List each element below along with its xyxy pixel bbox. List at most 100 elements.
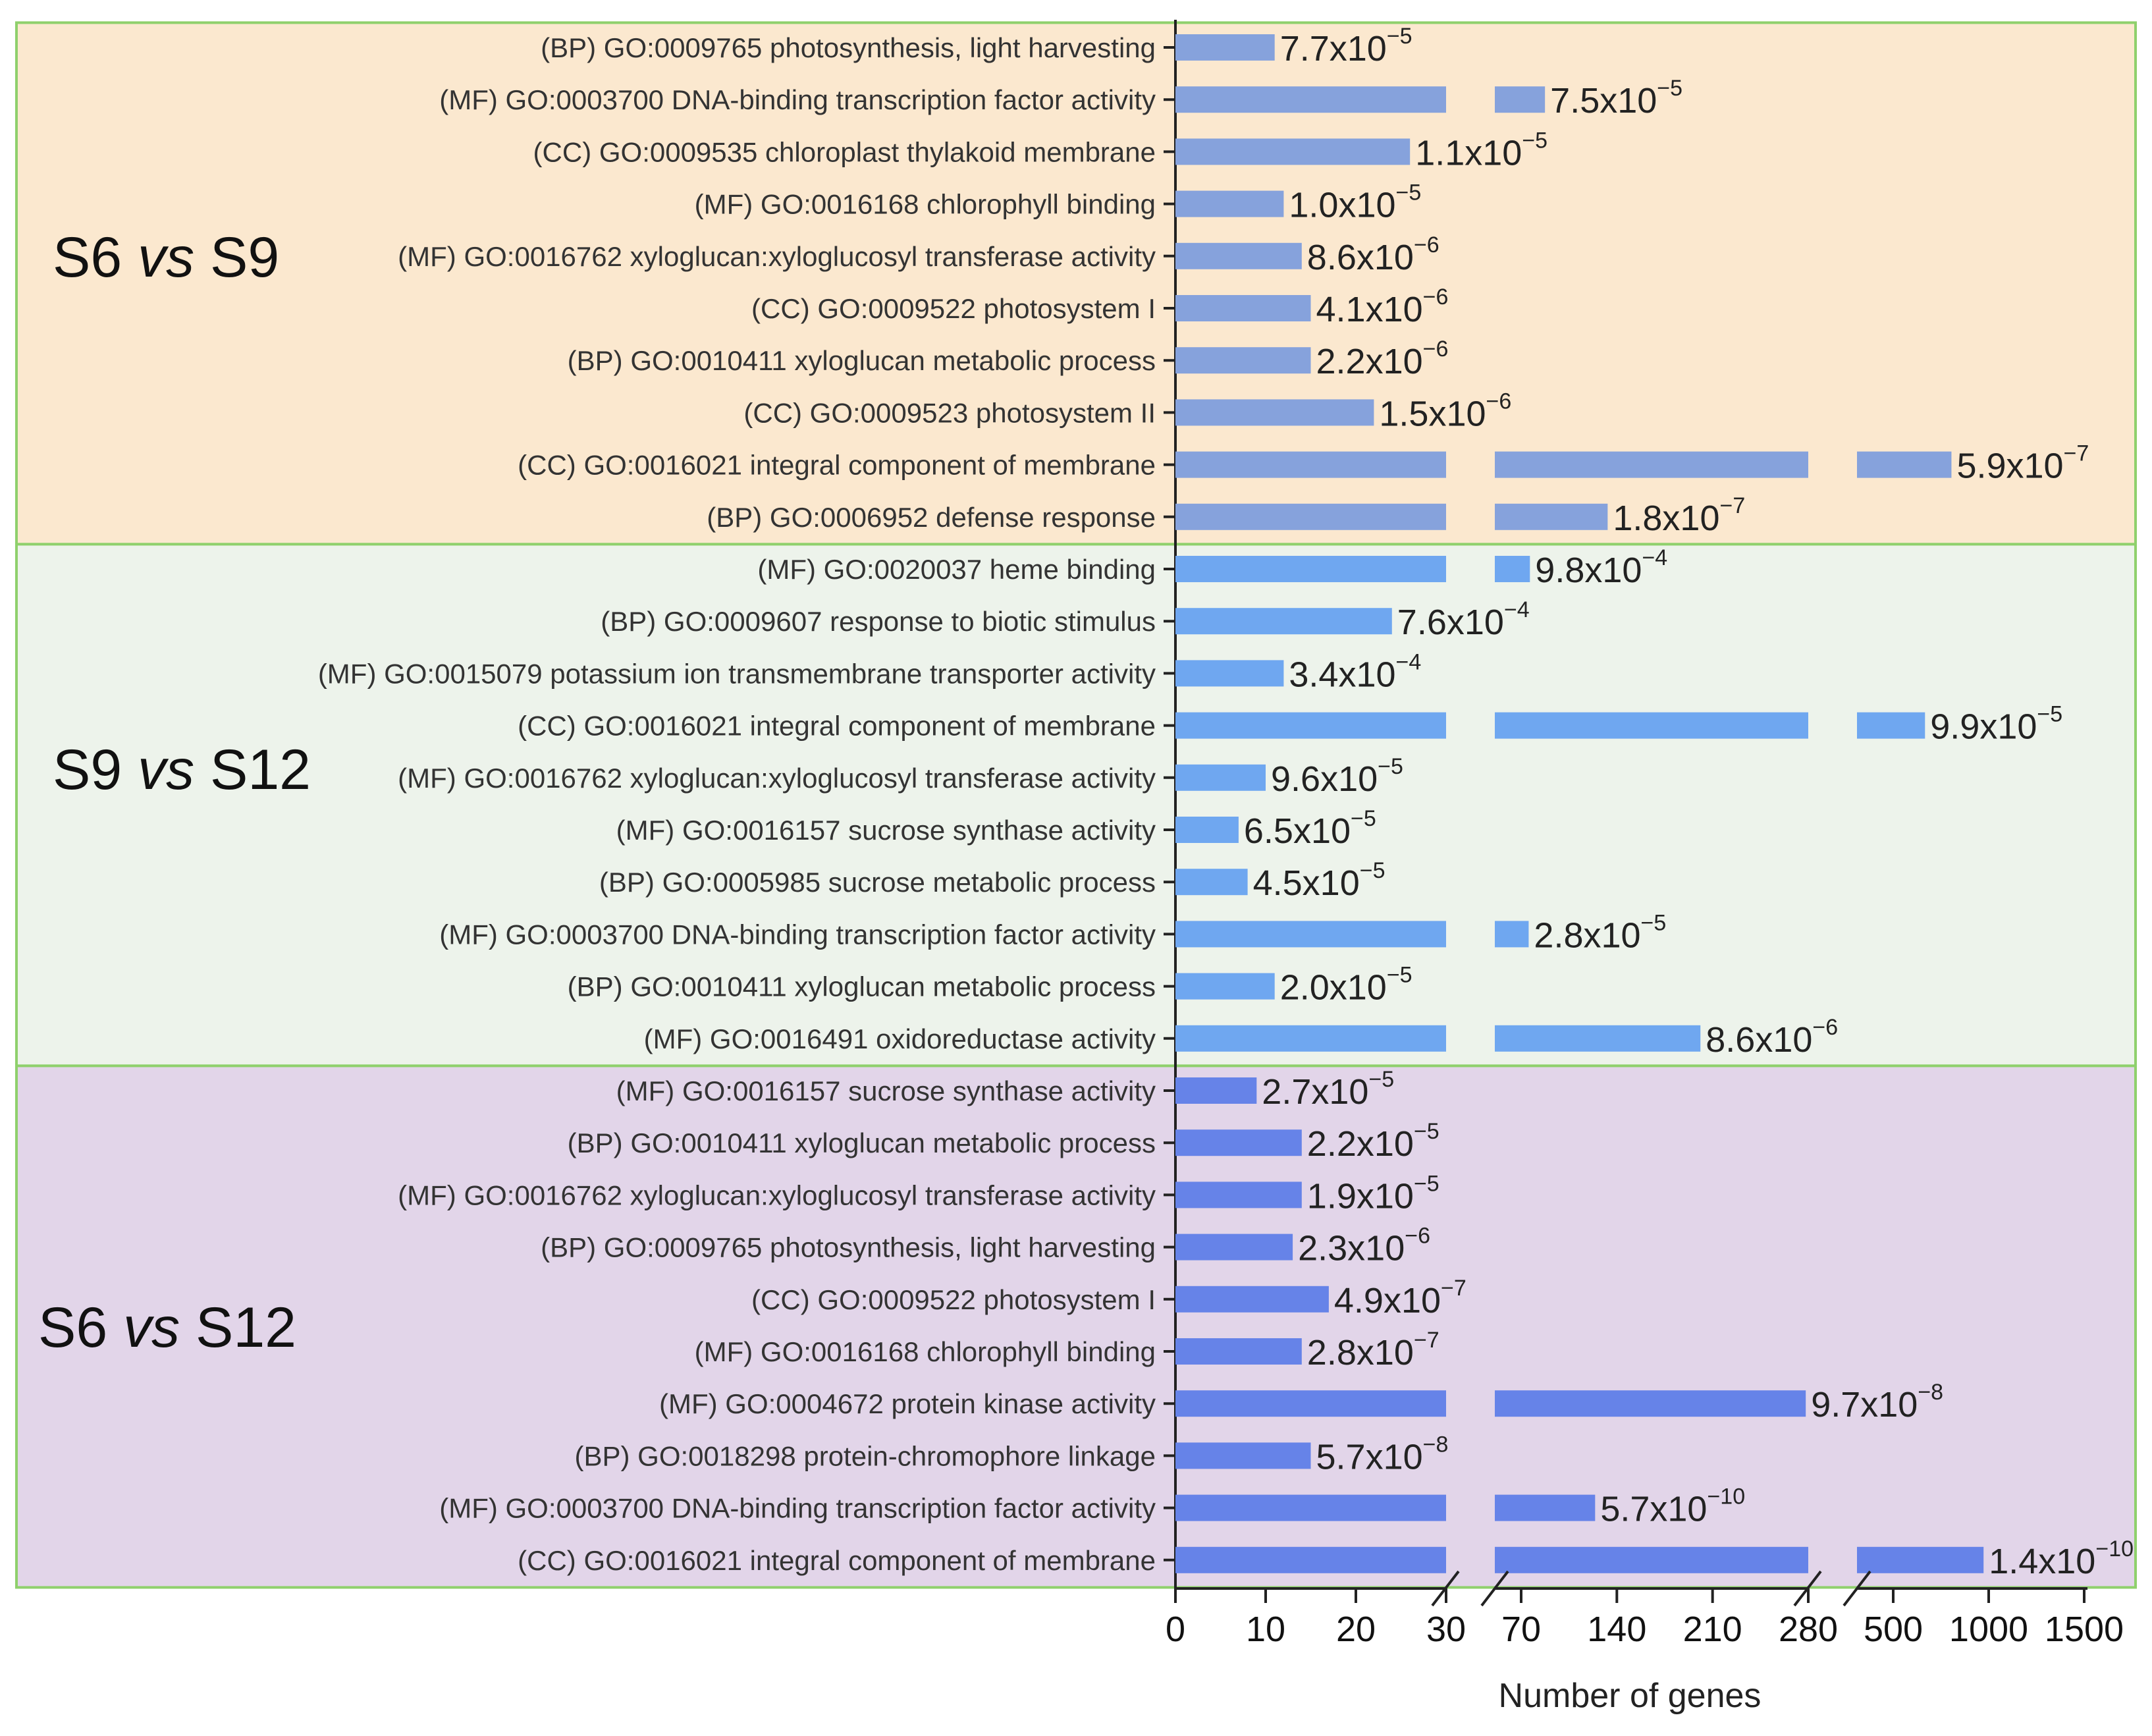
bar [1495,1546,1808,1573]
bar [1857,1546,1984,1573]
go-term-label: (MF) GO:0016168 chlorophyll binding [695,189,1156,220]
bar [1175,1390,1446,1417]
go-term-label: (BP) GO:0010411 xyloglucan metabolic pro… [568,971,1156,1002]
bar [1175,34,1275,61]
p-value-mantissa: 9.7x10 [1811,1385,1918,1424]
p-value-label: 9.8x10−4 [1535,545,1667,590]
p-value-label: 9.7x10−8 [1811,1380,1943,1424]
p-value-mantissa: 7.5x10 [1550,81,1657,121]
p-value-exponent: −6 [1405,1224,1430,1249]
x-axis-title: Number of genes [1499,1677,1762,1715]
bar [1857,451,1952,478]
p-value-mantissa: 8.6x10 [1706,1020,1812,1060]
p-value-mantissa: 8.6x10 [1307,238,1414,277]
bar [1175,1338,1302,1365]
p-value-label: 7.6x10−4 [1397,597,1530,642]
bar [1175,1025,1446,1052]
p-value-exponent: −4 [1642,545,1667,570]
p-value-label: 1.0x10−5 [1289,180,1421,225]
bar [1175,973,1275,1000]
p-value-label: 4.9x10−7 [1334,1276,1466,1320]
p-value-exponent: −5 [1522,128,1547,153]
bar [1495,556,1530,582]
bar [1175,1181,1302,1208]
group-label: S6 vs S12 [38,1296,296,1359]
p-value-label: 2.3x10−6 [1298,1224,1430,1268]
bar [1175,1442,1311,1469]
group-label-b: S12 [194,738,311,801]
p-value-mantissa: 2.2x10 [1316,342,1423,381]
x-tick-label: 0 [1166,1610,1185,1649]
p-value-exponent: −5 [1641,910,1667,935]
go-term-label: (MF) GO:0003700 DNA-binding transcriptio… [439,84,1156,115]
p-value-exponent: −7 [2064,441,2089,466]
go-term-label: (BP) GO:0009765 photosynthesis, light ha… [541,32,1156,63]
p-value-label: 7.5x10−5 [1550,76,1682,121]
p-value-exponent: −5 [1378,754,1403,779]
group-label-vs: vs [123,1296,180,1359]
group-label-b: S12 [180,1296,296,1359]
p-value-label: 2.2x10−5 [1307,1119,1439,1164]
bar [1175,451,1446,478]
p-value-exponent: −5 [1414,1171,1439,1196]
p-value-mantissa: 2.8x10 [1534,915,1640,955]
p-value-label: 2.7x10−5 [1262,1067,1394,1112]
p-value-label: 8.6x10−6 [1706,1015,1838,1060]
go-term-label: (CC) GO:0009522 photosystem I [751,1284,1156,1315]
bar [1175,1494,1446,1521]
p-value-exponent: −5 [1414,1119,1439,1144]
p-value-mantissa: 1.9x10 [1307,1176,1414,1216]
p-value-exponent: −5 [1360,858,1385,883]
p-value-label: 4.1x10−6 [1316,285,1449,329]
go-term-label: (MF) GO:0003700 DNA-binding transcriptio… [439,919,1156,950]
go-term-label: (CC) GO:0016021 integral component of me… [518,1545,1156,1576]
go-term-label: (MF) GO:0016157 sucrose synthase activit… [616,1075,1156,1106]
go-term-label: (BP) GO:0018298 protein-chromophore link… [575,1440,1156,1471]
p-value-label: 4.5x10−5 [1253,858,1385,903]
bar [1495,86,1546,113]
p-value-mantissa: 1.5x10 [1379,394,1486,433]
bar [1175,86,1446,113]
p-value-exponent: −5 [1351,806,1376,831]
p-value-mantissa: 6.5x10 [1244,811,1351,851]
bar [1495,1390,1806,1417]
bar [1175,1546,1446,1573]
p-value-label: 2.8x10−5 [1534,910,1666,955]
bar [1175,295,1311,321]
p-value-mantissa: 1.4x10 [1989,1542,2095,1581]
p-value-exponent: −10 [1707,1484,1745,1509]
group-label: S6 vs S9 [53,226,279,289]
bar [1857,712,1925,739]
group-label-a: S6 [38,1296,123,1359]
group-label-a: S6 [53,226,138,289]
p-value-mantissa: 2.0x10 [1280,968,1387,1008]
bar [1175,190,1284,217]
x-tick-label: 280 [1779,1610,1838,1649]
p-value-mantissa: 5.7x10 [1316,1437,1423,1477]
bar [1495,921,1529,948]
bar [1175,712,1446,739]
group-label: S9 vs S12 [53,738,311,801]
bar [1175,347,1311,374]
p-value-label: 2.2x10−6 [1316,337,1449,381]
p-value-label: 1.9x10−5 [1307,1171,1439,1216]
p-value-exponent: −7 [1414,1328,1439,1353]
x-tick-label: 30 [1426,1610,1466,1649]
p-value-mantissa: 1.0x10 [1289,186,1395,225]
bar [1495,1025,1701,1052]
x-tick-label: 1500 [2045,1610,2124,1649]
p-value-exponent: −5 [1387,963,1412,988]
p-value-exponent: −5 [1657,76,1682,101]
p-value-label: 8.6x10−6 [1307,232,1439,277]
p-value-label: 5.7x10−10 [1600,1484,1745,1529]
p-value-exponent: −5 [1396,180,1422,205]
p-value-label: 1.5x10−6 [1379,389,1511,433]
p-value-label: 5.9x10−7 [1956,441,2089,486]
bar [1175,869,1248,896]
group-label-a: S9 [53,738,138,801]
go-term-label: (BP) GO:0010411 xyloglucan metabolic pro… [568,345,1156,376]
p-value-label: 1.1x10−5 [1415,128,1547,173]
p-value-mantissa: 4.1x10 [1316,290,1423,329]
panel-2 [15,543,2137,1068]
p-value-mantissa: 3.4x10 [1289,655,1395,694]
